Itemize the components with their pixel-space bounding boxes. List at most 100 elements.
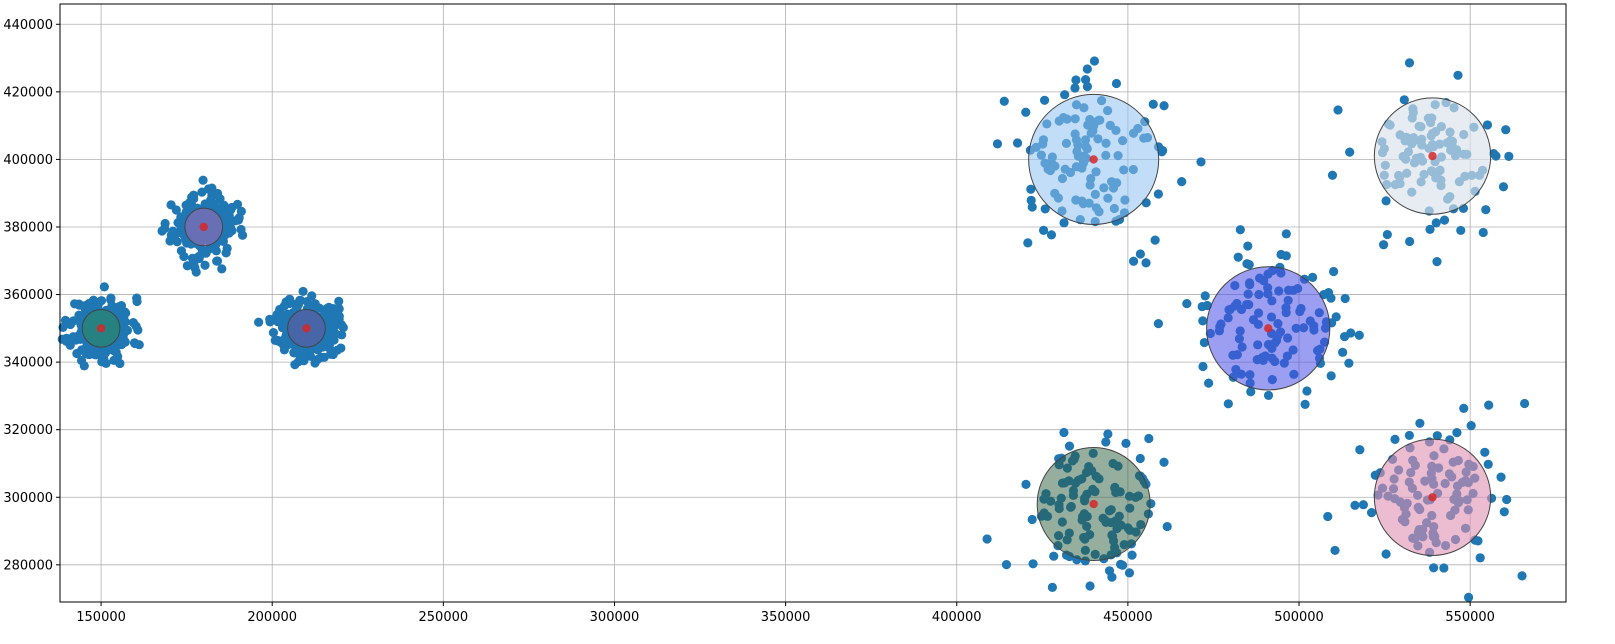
data-point [1452,428,1462,438]
y-tick-label: 420000 [3,85,53,100]
data-point [1340,293,1350,304]
data-point [1127,550,1137,560]
x-tick-label: 250000 [419,610,469,625]
data-point [217,264,227,274]
data-point [1204,378,1214,388]
data-point [1478,227,1488,238]
x-axis-ticks: 150000 200000 250000 300000 350000 400000 4500… [76,602,1495,625]
data-point [1153,319,1164,329]
data-point [1483,459,1493,469]
cluster-center [199,222,208,232]
data-point [79,361,89,371]
data-point [1354,330,1364,340]
data-point [1148,99,1158,109]
data-point [232,199,243,209]
y-tick-label: 300000 [3,491,53,506]
data-point [1198,316,1208,326]
data-point [336,320,347,330]
y-tick-label: 320000 [3,423,53,438]
data-point [207,183,217,193]
x-tick-label: 400000 [932,610,982,625]
cluster-center [302,324,311,333]
data-point [1499,507,1509,517]
data-point [1429,563,1439,573]
cluster-center [1264,324,1273,333]
data-point [1197,301,1207,312]
cluster-center [1089,499,1098,509]
data-point [1367,508,1377,518]
data-point [1456,225,1466,236]
data-point [1498,182,1509,192]
data-point [236,224,246,235]
data-point [1021,107,1031,117]
data-point [134,340,144,350]
y-tick-label: 360000 [3,288,53,303]
data-point [1439,563,1449,573]
data-point [334,296,344,306]
data-point [1432,431,1442,441]
data-point [1121,438,1131,448]
data-point [1338,347,1348,357]
data-point [168,226,178,236]
data-point [215,203,226,213]
data-point [1326,371,1336,381]
data-point [1390,434,1400,444]
data-point [326,349,336,359]
data-point [1519,398,1530,409]
y-tick-label: 340000 [3,356,53,371]
y-tick-label: 400000 [3,153,53,168]
data-point [61,336,72,346]
data-point [1381,549,1391,559]
data-point [1039,95,1050,105]
data-point [1481,205,1491,215]
cluster-center [1428,151,1437,161]
data-point [1047,582,1057,593]
data-point [1329,266,1339,277]
data-point [1496,472,1506,482]
data-point [1350,500,1360,510]
data-point [1071,75,1081,85]
data-point [115,358,125,369]
data-point [1302,386,1312,396]
data-point [1482,120,1493,130]
data-point [1081,74,1091,85]
data-point [1339,331,1350,342]
data-point [1046,230,1057,240]
data-point [1345,147,1355,157]
cluster-center [1089,155,1098,164]
data-point [236,206,246,216]
data-point [1026,195,1036,205]
data-point [1085,581,1095,591]
data-point [1012,138,1023,148]
data-point [1118,560,1128,570]
data-point [1026,184,1036,194]
data-point [1159,101,1169,111]
data-point [334,311,344,321]
data-point [68,332,78,342]
data-point [1144,433,1154,444]
data-point [1023,238,1033,248]
data-point [310,358,320,368]
data-point [78,345,88,355]
data-point [194,253,204,264]
data-point [1484,400,1494,410]
data-point [273,315,283,325]
y-tick-label: 440000 [3,18,53,33]
data-point [189,190,199,200]
data-point [99,282,109,292]
data-point [265,314,275,324]
data-point [222,243,232,253]
data-point [1141,258,1151,268]
data-point [1327,170,1338,180]
cluster-center [96,324,106,333]
data-point [290,348,300,358]
data-point [1308,272,1318,282]
data-point [1101,437,1111,447]
data-point [1415,418,1425,428]
data-point [1459,403,1469,413]
data-point [1159,457,1169,467]
cluster-circles [81,93,1492,561]
data-point [1060,90,1070,100]
data-point [1200,291,1210,301]
data-point [1504,151,1514,162]
